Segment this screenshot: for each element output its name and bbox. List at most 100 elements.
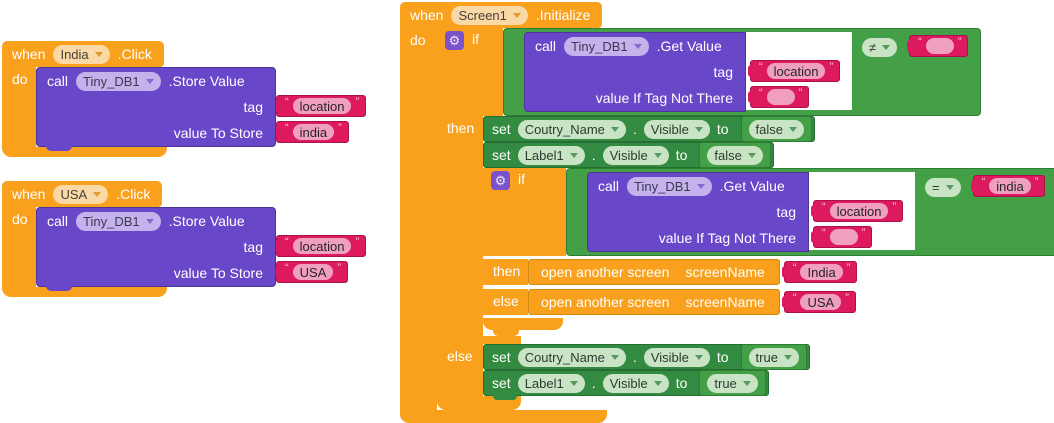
call-store-value-block[interactable]: call Tiny_DB1 .Store Value tag value To …	[36, 207, 276, 291]
mutator-gear-icon[interactable]: ⚙	[491, 171, 510, 190]
string-field[interactable]: india	[292, 124, 335, 140]
string-field[interactable]: USA	[292, 264, 334, 280]
event-block-usa-click[interactable]: when USA .Click do call Tiny_DB1 .Store …	[2, 181, 367, 297]
property-dropdown[interactable]: Visible	[643, 347, 710, 367]
component-dropdown[interactable]: Label1	[517, 145, 585, 165]
text-string-block[interactable]: “ india ”	[972, 175, 1046, 197]
boolean-dropdown[interactable]: true	[748, 347, 799, 367]
component-dropdown[interactable]: Tiny_DB1	[564, 36, 649, 56]
string-field[interactable]: location	[292, 98, 352, 114]
boolean-dropdown[interactable]: true	[707, 373, 758, 393]
string-field[interactable]	[925, 38, 954, 54]
open-screen-block[interactable]: open another screen screenName	[528, 289, 780, 315]
logic-boolean-block[interactable]: false	[740, 116, 812, 142]
logic-boolean-block[interactable]: true	[740, 344, 807, 370]
event-suffix-label: .Initialize	[535, 7, 591, 23]
string-field[interactable]	[829, 229, 858, 245]
mutator-gear-icon[interactable]: ⚙	[445, 31, 464, 50]
block-footer-bar	[483, 318, 563, 330]
set-visible-block[interactable]: set Coutry_Name . Visible to	[483, 116, 815, 142]
text-string-block[interactable]: “ India ”	[783, 261, 858, 283]
dropdown-arrow-icon	[742, 380, 751, 386]
string-field[interactable]: India	[800, 264, 843, 280]
string-field[interactable]: india	[989, 178, 1031, 194]
component-dropdown[interactable]: Tiny_DB1	[76, 71, 161, 91]
text-string-block[interactable]: “ location ”	[750, 60, 841, 82]
when-label: when	[12, 186, 46, 202]
screen-name-arg-label: screenName	[685, 294, 765, 310]
dropdown-value: USA	[60, 186, 88, 202]
boolean-dropdown[interactable]: false	[748, 119, 804, 139]
component-dropdown[interactable]: India	[53, 44, 110, 64]
method-label: .Store Value	[168, 73, 245, 89]
set-visible-block[interactable]: set Label1 . Visible to	[483, 370, 769, 400]
property-dropdown[interactable]: Visible	[643, 119, 710, 139]
dropdown-value: Label1	[524, 375, 564, 391]
else-clause-cell: else	[437, 344, 483, 396]
text-string-block[interactable]: “ location ”	[276, 95, 367, 117]
boolean-dropdown[interactable]: false	[707, 145, 763, 165]
quote-mark: “	[822, 201, 826, 213]
connector-tab	[46, 285, 72, 291]
comparison-operator-dropdown[interactable]: =	[925, 178, 961, 197]
string-field[interactable]: location	[829, 203, 889, 219]
if-block-outer[interactable]: ⚙ if call Tiny_DB1 .Get Value ta	[437, 28, 1054, 416]
property-dropdown[interactable]: Visible	[602, 373, 669, 393]
component-dropdown[interactable]: Tiny_DB1	[627, 176, 712, 196]
set-visible-block[interactable]: set Coutry_Name . Visible to	[483, 344, 810, 370]
call-store-value-block[interactable]: call Tiny_DB1 .Store Value tag value To …	[36, 67, 276, 151]
if-block-inner[interactable]: ⚙ if call Tiny_DB1	[483, 168, 1054, 336]
string-field[interactable]: location	[766, 63, 826, 79]
call-get-value-block[interactable]: call Tiny_DB1 .Get Value tag value If Ta…	[524, 32, 746, 112]
set-visible-block[interactable]: set Label1 . Visible to	[483, 142, 774, 168]
string-field[interactable]	[766, 89, 795, 105]
dropdown-value: Visible	[609, 375, 648, 391]
open-screen-block[interactable]: open another screen screenName	[528, 259, 780, 285]
component-dropdown[interactable]: Coutry_Name	[517, 347, 626, 367]
component-dropdown[interactable]: Screen1	[451, 5, 528, 25]
dropdown-value: false	[755, 121, 783, 137]
arg-label: value If Tag Not There	[595, 90, 733, 106]
component-dropdown[interactable]: Tiny_DB1	[76, 211, 161, 231]
dropdown-arrow-icon	[694, 126, 703, 132]
quote-mark: “	[285, 262, 289, 274]
call-get-value-block[interactable]: call Tiny_DB1 .Get Value tag value If	[587, 172, 809, 252]
arg-label: value To Store	[173, 265, 263, 281]
string-field[interactable]: USA	[800, 294, 842, 310]
dot-label: .	[632, 121, 637, 137]
property-dropdown[interactable]: Visible	[602, 145, 669, 165]
component-dropdown[interactable]: Coutry_Name	[517, 119, 626, 139]
comparison-block[interactable]: call Tiny_DB1 .Get Value tag value If	[566, 168, 1054, 256]
logic-boolean-block[interactable]: false	[699, 142, 771, 168]
when-block-header[interactable]: when India .Click	[2, 41, 164, 67]
text-string-block[interactable]: “ india ”	[276, 121, 349, 143]
text-string-block[interactable]: “ USA ”	[783, 291, 856, 313]
call-label: call	[47, 73, 69, 89]
arg-label: tag	[243, 239, 263, 255]
logic-boolean-block[interactable]: true	[699, 370, 766, 396]
text-string-block[interactable]: “ ”	[909, 35, 969, 57]
event-block-screen1-initialize[interactable]: when Screen1 .Initialize do ⚙ if call	[400, 2, 1054, 423]
quote-mark: ”	[798, 87, 803, 99]
event-block-india-click[interactable]: when India .Click do call Tiny_DB1 .Stor…	[2, 41, 367, 157]
input-shelf: “ location ” “	[809, 172, 915, 250]
string-field[interactable]: location	[292, 238, 352, 254]
to-label: to	[675, 147, 688, 163]
text-string-block[interactable]: “ location ”	[276, 235, 367, 257]
text-string-block[interactable]: “ ”	[813, 226, 873, 248]
if-label: if	[472, 31, 479, 47]
when-block-header[interactable]: when Screen1 .Initialize	[400, 2, 603, 28]
text-string-block[interactable]: “ USA ”	[276, 261, 349, 283]
text-string-block[interactable]: “ ”	[750, 86, 810, 108]
when-block-header[interactable]: when USA .Click	[2, 181, 163, 207]
dropdown-value: false	[714, 147, 742, 163]
then-label: then	[493, 263, 521, 279]
comparison-block[interactable]: call Tiny_DB1 .Get Value tag value If Ta…	[503, 28, 982, 116]
comparison-operator-dropdown[interactable]: ≠	[862, 38, 898, 57]
component-dropdown[interactable]: USA	[53, 184, 109, 204]
component-dropdown[interactable]: Label1	[517, 373, 585, 393]
quote-mark: “	[759, 61, 763, 73]
call-label: call	[47, 213, 69, 229]
text-string-block[interactable]: “ location ”	[813, 200, 904, 222]
